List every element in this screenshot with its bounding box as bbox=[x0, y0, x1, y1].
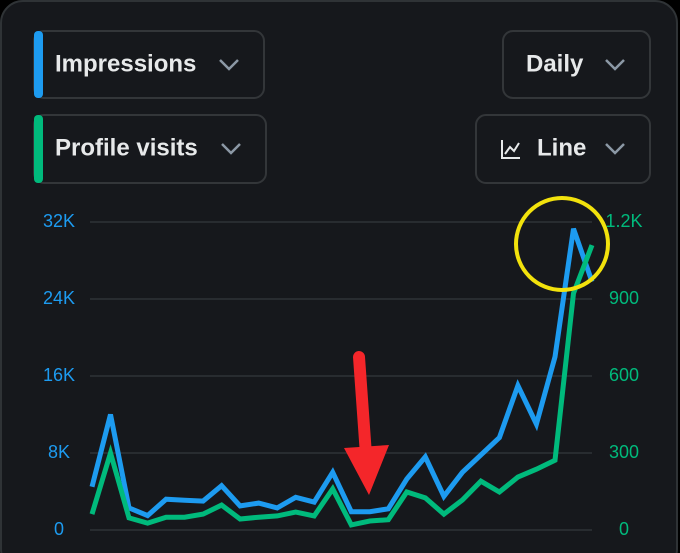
arrow-head bbox=[344, 445, 389, 495]
series-line bbox=[89, 244, 595, 528]
y2-tick-label: 900 bbox=[609, 288, 639, 308]
metric-primary-select[interactable]: Impressions bbox=[33, 30, 265, 99]
y2-tick-label: 1.2K bbox=[605, 211, 642, 231]
select-label: Daily bbox=[526, 50, 584, 77]
y-tick-label: 24K bbox=[43, 288, 75, 308]
y2-tick-label: 600 bbox=[609, 365, 639, 385]
select-box bbox=[475, 114, 651, 184]
y-tick-label: 8K bbox=[48, 442, 70, 462]
line-icon-axes bbox=[501, 140, 520, 159]
series-swatch bbox=[34, 31, 43, 98]
chevron bbox=[221, 143, 241, 155]
y2-tick-label: 300 bbox=[609, 442, 639, 462]
select-label: Impressions bbox=[55, 50, 196, 77]
highlight-circle bbox=[514, 196, 610, 292]
y2-tick-label: 0 bbox=[619, 519, 629, 539]
y-tick-label: 16K bbox=[43, 365, 75, 385]
metric-secondary-select[interactable]: Profile visits bbox=[33, 114, 267, 184]
chart: 0 8K 16K 24K 32K 0 300 600 900 1.2K bbox=[43, 211, 643, 539]
series-line bbox=[89, 227, 595, 519]
chevron bbox=[605, 59, 625, 71]
select-label: Line bbox=[537, 134, 586, 161]
arrow-shaft bbox=[353, 351, 372, 461]
y-tick-label: 32K bbox=[43, 211, 75, 231]
chevron bbox=[219, 59, 239, 71]
select-box bbox=[502, 30, 651, 99]
chart-style-select[interactable]: Line bbox=[475, 114, 651, 184]
interval-select[interactable]: Daily bbox=[502, 30, 651, 99]
select-label: Profile visits bbox=[55, 134, 198, 161]
line-icon-line bbox=[504, 142, 520, 155]
y-tick-label: 0 bbox=[54, 519, 64, 539]
series-swatch bbox=[34, 115, 43, 183]
chevron bbox=[605, 143, 625, 155]
